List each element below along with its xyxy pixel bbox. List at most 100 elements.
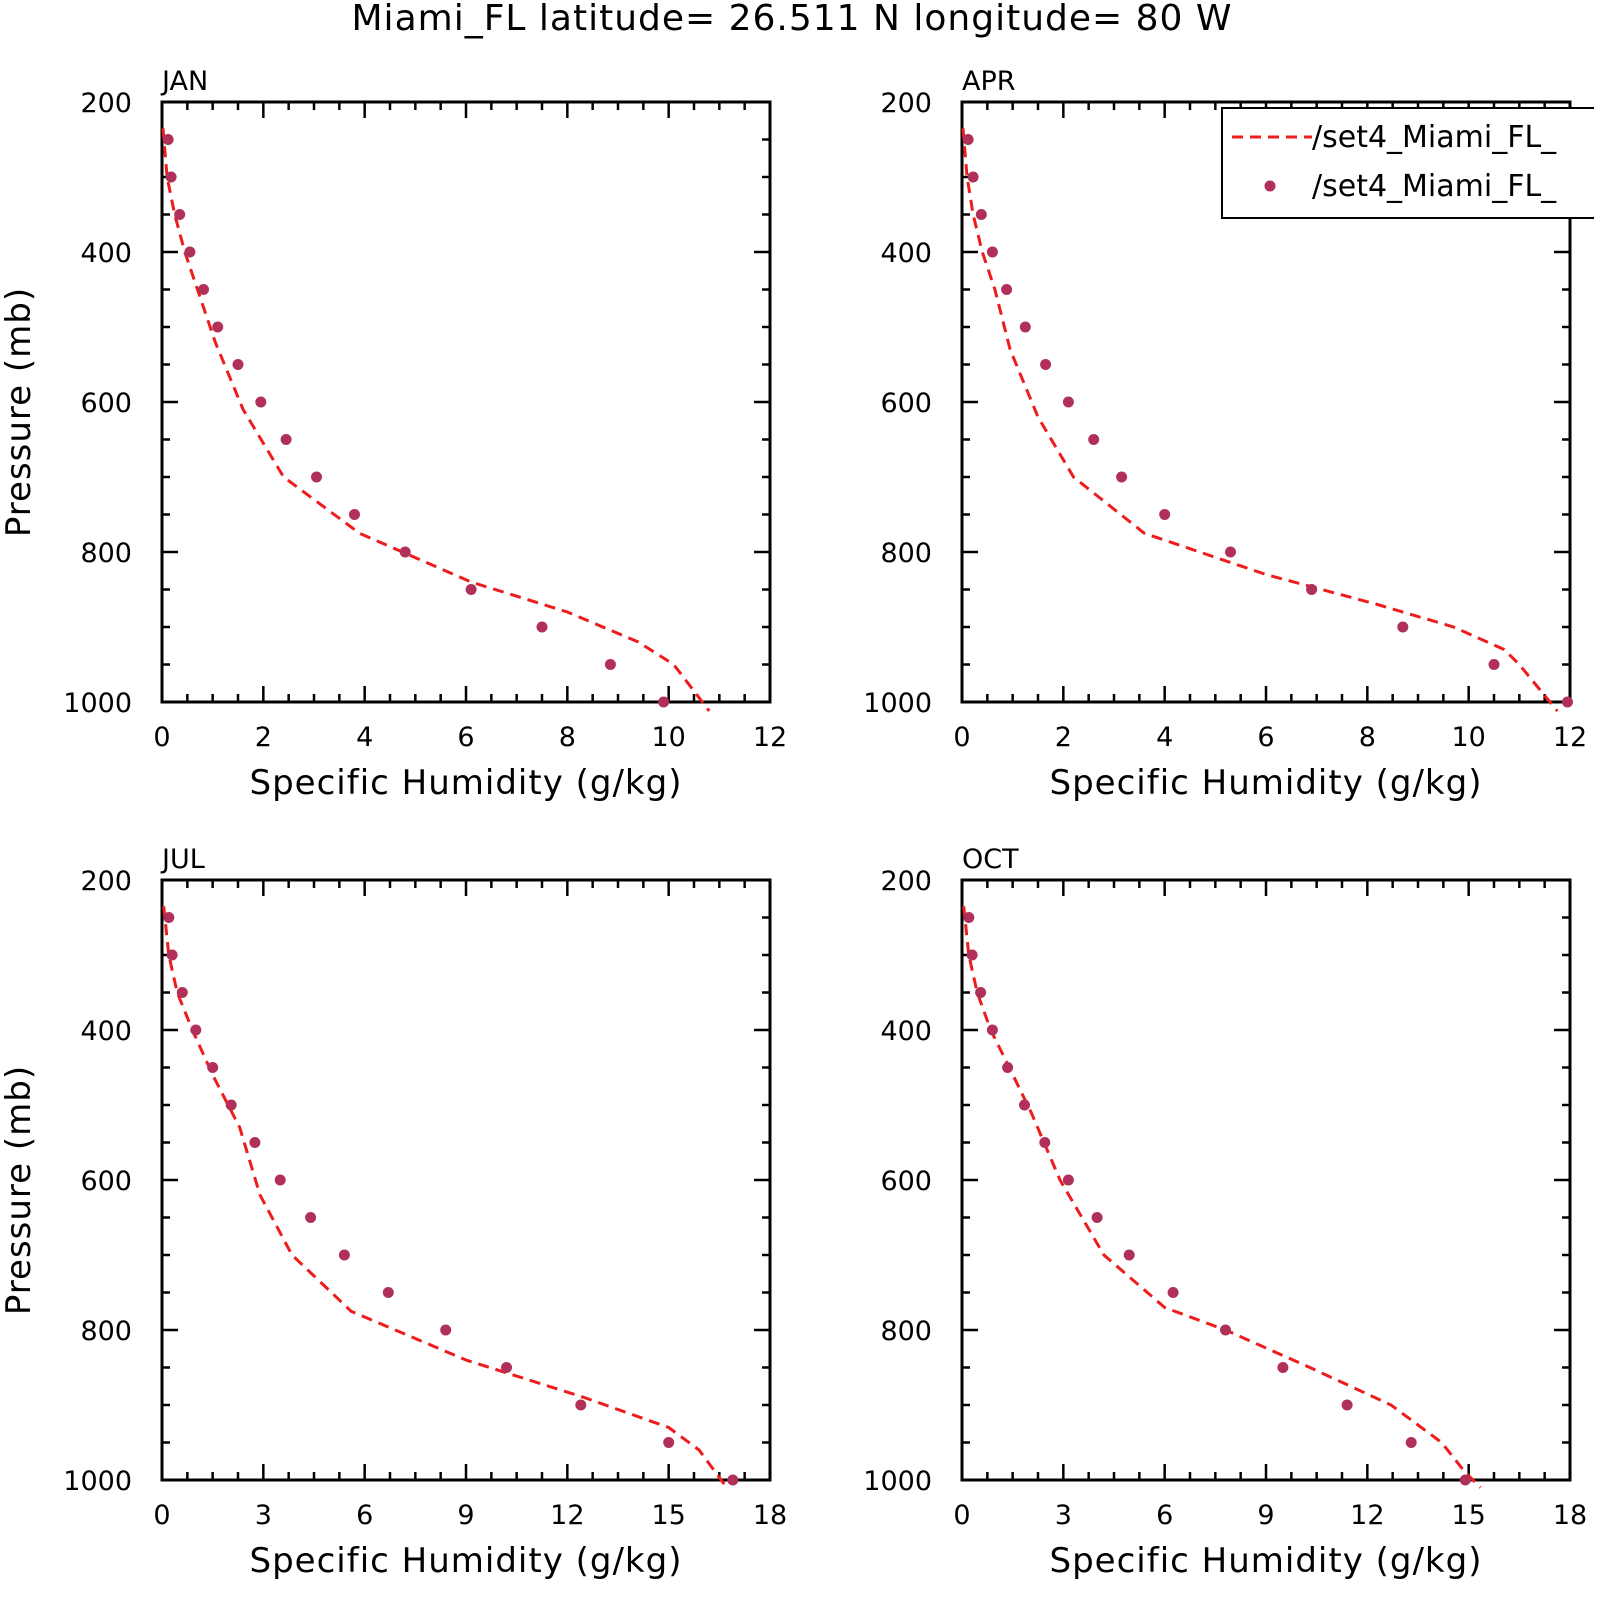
panel-month-label: JAN <box>160 66 208 97</box>
series-line-dashed <box>162 906 730 1490</box>
data-point <box>663 1437 675 1448</box>
data-point <box>1019 321 1031 333</box>
data-point <box>225 1099 237 1111</box>
x-tick-label: 6 <box>1156 1500 1173 1531</box>
data-point <box>1488 659 1500 670</box>
data-point <box>1123 1249 1135 1261</box>
data-point <box>280 434 292 445</box>
data-point <box>967 171 979 183</box>
y-tick-label: 1000 <box>863 1466 932 1497</box>
data-point <box>382 1287 394 1298</box>
data-point <box>255 396 267 408</box>
x-tick-label: 0 <box>953 722 970 753</box>
data-point <box>658 696 670 708</box>
data-point <box>963 912 975 923</box>
x-axis-label: Specific Humidity (g/kg) <box>1050 1541 1483 1581</box>
data-point <box>1019 1099 1030 1111</box>
y-tick-label: 800 <box>880 1316 932 1347</box>
data-point <box>1039 1137 1051 1148</box>
x-tick-label: 4 <box>1156 722 1173 753</box>
data-point <box>249 1137 261 1148</box>
data-point <box>1062 396 1074 408</box>
x-tick-label: 0 <box>153 1500 170 1531</box>
y-tick-label: 200 <box>880 866 932 897</box>
data-point <box>349 509 360 520</box>
data-point <box>986 246 998 258</box>
y-tick-label: 200 <box>880 88 932 119</box>
x-tick-label: 3 <box>1055 1500 1072 1531</box>
series-line-dashed <box>962 906 1482 1489</box>
data-point <box>207 1062 219 1073</box>
x-tick-label: 10 <box>1451 722 1485 753</box>
x-axis-label: Specific Humidity (g/kg) <box>250 763 683 803</box>
y-tick-label: 800 <box>80 538 132 569</box>
x-tick-label: 4 <box>356 722 373 753</box>
y-tick-label: 600 <box>880 388 932 419</box>
data-point <box>727 1474 739 1486</box>
y-tick-label: 400 <box>880 238 932 269</box>
y-tick-label: 400 <box>880 1016 932 1047</box>
data-point <box>176 987 188 998</box>
data-point <box>1341 1399 1353 1411</box>
x-tick-label: 3 <box>255 1500 272 1531</box>
data-point <box>190 1024 202 1036</box>
data-point <box>165 171 177 183</box>
legend-entry-label: /set4_Miami_FL_ <box>1312 120 1557 155</box>
data-point <box>1225 546 1236 558</box>
legend-body: /set4_Miami_FL_ /set4_Miami_FL_ <box>1221 107 1594 219</box>
data-point <box>1562 696 1573 708</box>
plot-frame <box>960 878 1572 1482</box>
data-point <box>212 321 224 333</box>
x-tick-label: 12 <box>550 1500 584 1531</box>
data-point <box>1459 1474 1471 1486</box>
y-tick-label: 1000 <box>863 688 932 719</box>
x-tick-label: 8 <box>1359 722 1376 753</box>
data-point <box>162 134 174 145</box>
data-point <box>1159 509 1171 520</box>
x-tick-label: 6 <box>1257 722 1274 753</box>
legend-swatch-dot <box>1264 180 1276 192</box>
x-tick-label: 0 <box>953 1500 970 1531</box>
data-point <box>536 621 548 633</box>
data-point <box>962 134 974 145</box>
series-line-dashed <box>961 128 1559 712</box>
data-point <box>1220 1324 1231 1336</box>
data-point <box>1062 1174 1074 1186</box>
y-tick-label: 600 <box>80 388 132 419</box>
data-point <box>184 246 196 258</box>
data-point <box>399 546 411 558</box>
data-point <box>311 471 322 483</box>
y-tick-label: 200 <box>80 88 132 119</box>
series-line-dashed <box>161 128 711 712</box>
data-point <box>338 1249 350 1261</box>
data-point <box>1277 1362 1289 1373</box>
data-point <box>1091 1212 1103 1223</box>
y-axis-label: Pressure (mb) <box>0 1065 39 1315</box>
panel-jan: JAN 0 2 4 6 8 10 12 200 400 600 800 1000 Specific Hum… <box>0 66 787 803</box>
data-point <box>1088 434 1100 445</box>
x-tick-label: 15 <box>1451 1500 1485 1531</box>
data-point <box>198 284 209 295</box>
data-point <box>465 584 477 595</box>
x-tick-label: 12 <box>1553 722 1587 753</box>
x-tick-label: 6 <box>356 1500 373 1531</box>
data-point <box>440 1324 452 1336</box>
data-point <box>174 209 186 220</box>
data-point <box>975 209 987 220</box>
x-axis-label: Specific Humidity (g/kg) <box>1050 763 1483 803</box>
legend: /set4_Miami_FL_ /set4_Miami_FL_ <box>1221 107 1594 219</box>
x-tick-label: 0 <box>153 722 170 753</box>
y-tick-label: 600 <box>880 1166 932 1197</box>
y-tick-label: 600 <box>80 1166 132 1197</box>
y-axis-label: Pressure (mb) <box>0 287 39 537</box>
x-tick-label: 2 <box>1055 722 1072 753</box>
x-tick-label: 10 <box>651 722 685 753</box>
y-tick-label: 400 <box>80 238 132 269</box>
panel-jul: JUL 0 3 6 9 12 15 18 200 400 600 800 1000 Specific Hu… <box>0 844 787 1581</box>
x-tick-label: 12 <box>753 722 787 753</box>
data-point <box>501 1362 512 1373</box>
y-tick-label: 1000 <box>63 688 132 719</box>
panel-month-label: JUL <box>160 844 205 875</box>
